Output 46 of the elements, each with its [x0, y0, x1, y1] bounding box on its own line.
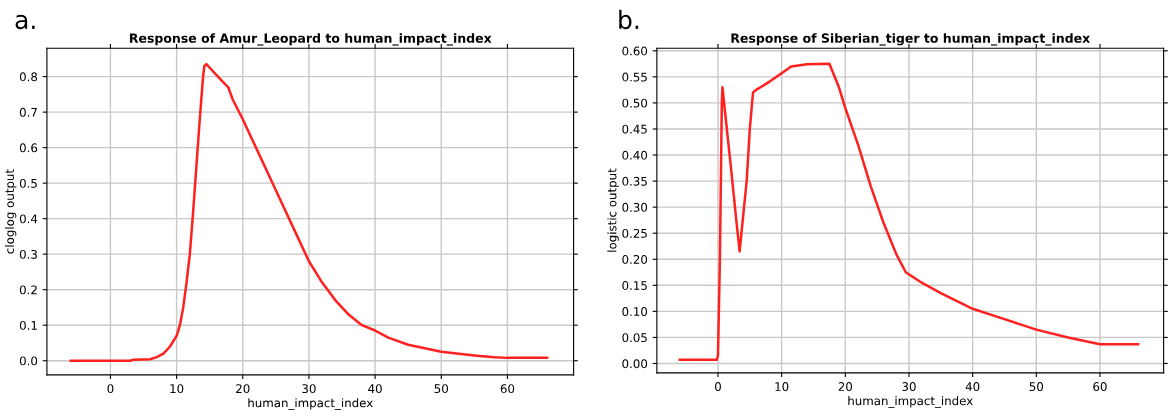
x-tick-label: 10: [170, 384, 184, 394]
y-tick-label: 0.30: [622, 202, 648, 212]
chart-title: Response of Siberian_tiger to human_impact_index: [731, 33, 1091, 46]
y-tick-label: 0.55: [622, 72, 647, 82]
y-axis-title: logistic output: [607, 168, 619, 252]
x-tick-label: 60: [1093, 382, 1107, 392]
y-tick-label: 0.7: [19, 107, 37, 117]
x-tick-label: 0: [107, 384, 114, 394]
y-tick-label: 0.6: [19, 143, 38, 153]
y-tick-label: 0.15: [622, 281, 647, 290]
y-tick-label: 0.2: [19, 285, 37, 295]
x-tick-label: 30: [302, 384, 316, 394]
y-tick-label: 0.1: [19, 320, 37, 330]
text: b.: [619, 9, 639, 30]
x-tick-label: 50: [434, 384, 448, 394]
line-series: [678, 62, 1140, 362]
y-tick-label: 0.45: [622, 124, 647, 134]
x-tick-label: 40: [965, 382, 980, 392]
y-tick-label: 0.10: [622, 307, 648, 317]
y-tick-label: 0.4: [19, 214, 38, 224]
chart-title: Response of Amur_Leopard to human_impact_index: [129, 33, 492, 46]
y-tick-label: 0.3: [19, 249, 37, 259]
y-tick-label: 0.8: [19, 72, 38, 82]
y-tick-label: 0.00: [622, 359, 648, 369]
x-tick-label: 0: [715, 382, 721, 392]
line-series: [69, 62, 549, 362]
y-tick-label: 0.35: [622, 176, 647, 186]
y-tick-label: 0.50: [622, 98, 648, 108]
x-tick-label: 30: [902, 382, 916, 392]
x-axis-title: human_impact_index: [248, 398, 373, 410]
x-tick-label: 60: [500, 384, 515, 394]
x-tick-label: 10: [775, 382, 789, 392]
x-tick-label: 40: [368, 384, 382, 394]
x-axis-title: human_impact_index: [848, 396, 973, 408]
x-tick-label: 20: [236, 384, 250, 394]
y-tick-label: 0.20: [622, 254, 648, 264]
x-tick-label: 50: [1029, 382, 1044, 392]
y-tick-label: 0.60: [622, 46, 648, 56]
x-tick-label: 20: [838, 382, 853, 392]
y-tick-label: 0.25: [622, 228, 647, 238]
y-tick-label: 0.0: [19, 356, 38, 366]
y-tick-label: 0.5: [19, 178, 37, 188]
y-axis-title: cloglog output: [4, 169, 17, 254]
y-tick-label: 0.40: [622, 150, 648, 160]
y-tick-label: 0.05: [622, 333, 647, 343]
text: a.: [15, 14, 35, 30]
